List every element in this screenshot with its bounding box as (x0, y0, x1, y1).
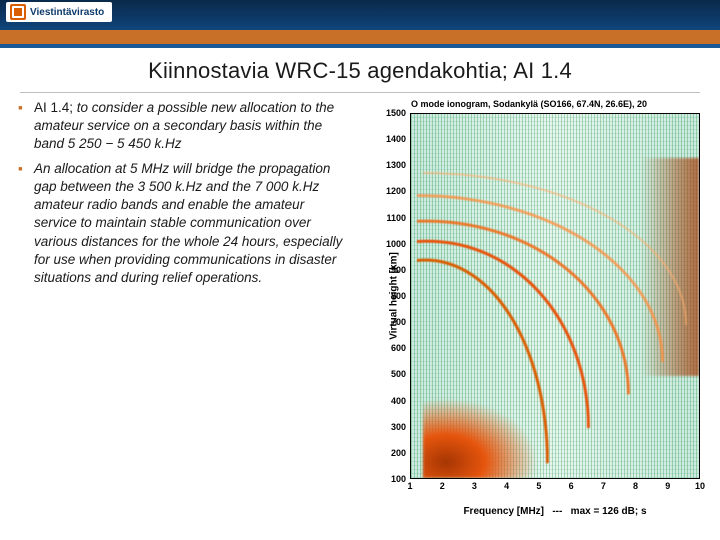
chart-x-label-left: Frequency [MHz] (463, 506, 544, 517)
chart-x-tick: 3 (472, 481, 477, 491)
chart-y-axis: Virtual height [km] 15001400130012001100… (354, 113, 410, 479)
title-divider (20, 92, 700, 93)
chart-x-tick: 9 (665, 481, 670, 491)
chart-y-tick: 300 (391, 422, 406, 432)
chart-y-tick: 900 (391, 265, 406, 275)
chart-x-tick: 7 (601, 481, 606, 491)
chart-y-tick: 200 (391, 448, 406, 458)
chart-x-tick: 2 (440, 481, 445, 491)
chart-x-tick: 5 (536, 481, 541, 491)
chart-y-tick: 500 (391, 369, 406, 379)
chart-y-tick: 800 (391, 291, 406, 301)
chart-y-tick: 600 (391, 343, 406, 353)
chart-y-tick: 100 (391, 474, 406, 484)
chart-x-label-right: max = 126 dB; s (571, 506, 647, 517)
chart-y-tick: 1400 (386, 134, 406, 144)
bullet-text: to consider a possible new allocation to… (34, 100, 334, 151)
chart-y-tick: 1300 (386, 160, 406, 170)
chart-y-tick: 1000 (386, 239, 406, 249)
chart-x-tick: 6 (569, 481, 574, 491)
top-banner: Viestintävirasto (0, 0, 720, 48)
brand-name: Viestintävirasto (30, 7, 104, 18)
accent-strip (0, 30, 720, 44)
chart-x-tick: 10 (695, 481, 705, 491)
bullet-item: AI 1.4; to consider a possible new alloc… (18, 99, 348, 154)
chart-y-tick: 1500 (386, 108, 406, 118)
chart-plot-area (410, 113, 700, 479)
brand-badge: Viestintävirasto (6, 2, 112, 22)
bullet-item: An allocation at 5 MHz will bridge the p… (18, 160, 348, 288)
content-row: AI 1.4; to consider a possible new alloc… (0, 99, 720, 519)
chart-x-tick: 8 (633, 481, 638, 491)
chart-title: O mode ionogram, Sodankylä (SO166, 67.4N… (354, 99, 704, 109)
bullet-text: An allocation at 5 MHz will bridge the p… (34, 161, 342, 285)
page-title: Kiinnostavia WRC-15 agendakohtia; AI 1.4 (0, 48, 720, 92)
chart-x-axis: Frequency [MHz] --- max = 126 dB; s 1 2 3 4… (410, 479, 700, 519)
ionogram-chart: O mode ionogram, Sodankylä (SO166, 67.4N… (354, 99, 704, 519)
chart-x-label: Frequency [MHz] --- max = 126 dB; s (410, 506, 700, 517)
brand-logo-icon (10, 4, 26, 20)
chart-x-tick: 1 (407, 481, 412, 491)
chart-y-tick: 1100 (386, 213, 406, 223)
bullet-list: AI 1.4; to consider a possible new alloc… (18, 99, 348, 519)
chart-x-tick: 4 (504, 481, 509, 491)
bullet-lead: AI 1.4; (34, 100, 77, 115)
chart-y-tick: 400 (391, 396, 406, 406)
chart-y-tick: 1200 (386, 186, 406, 196)
chart-y-tick: 700 (391, 317, 406, 327)
